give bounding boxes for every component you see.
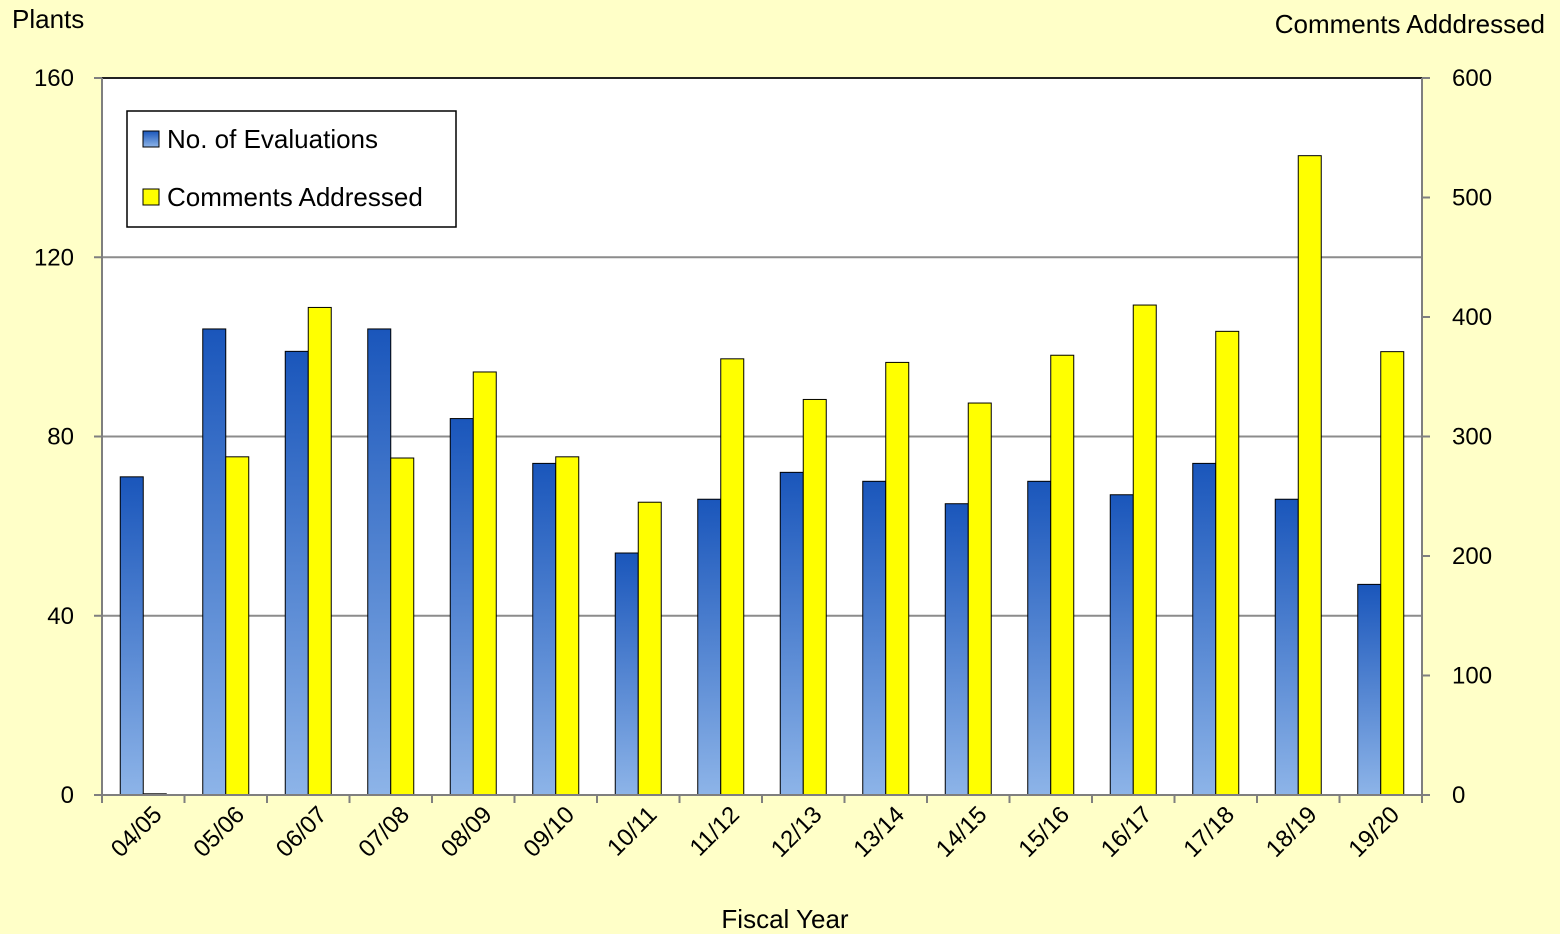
bar-comments-19-20 <box>1380 351 1405 796</box>
legend-label-comments: Comments Addressed <box>167 182 423 212</box>
bar-comments-12-13 <box>802 398 827 796</box>
bar-evaluations-19-20 <box>1357 583 1382 796</box>
bar-evaluations-18-19 <box>1274 498 1299 796</box>
bar-evaluations-12-13 <box>779 471 804 796</box>
x-tick-label: 09/10 <box>518 801 580 863</box>
bar-comments-15-16 <box>1050 354 1075 796</box>
bar-comments-05-06 <box>225 456 250 796</box>
bar-evaluations-14-15 <box>944 503 969 796</box>
x-tick-label: 14/15 <box>931 801 993 863</box>
right-tick-label: 500 <box>1452 185 1492 212</box>
left-tick-label: 40 <box>47 603 74 630</box>
bar-comments-13-14 <box>885 361 910 796</box>
bar-evaluations-05-06 <box>202 328 227 796</box>
bar-comments-18-19 <box>1297 155 1322 796</box>
bar-comments-17-18 <box>1215 330 1240 796</box>
x-tick-label: 19/20 <box>1343 801 1405 863</box>
x-tick-label: 06/07 <box>271 801 333 863</box>
bar-evaluations-08-09 <box>449 418 474 796</box>
x-axis-title: Fiscal Year <box>721 904 849 934</box>
bar-comments-09-10 <box>555 456 580 796</box>
bar-comments-10-11 <box>637 501 662 796</box>
x-tick-label: 07/08 <box>353 801 415 863</box>
left-tick-label: 80 <box>47 424 74 451</box>
bar-evaluations-16-17 <box>1109 494 1134 796</box>
right-tick-label: 300 <box>1452 424 1492 451</box>
bar-evaluations-06-07 <box>284 350 309 796</box>
x-tick-label: 13/14 <box>848 801 910 863</box>
x-tick-label: 04/05 <box>106 801 168 863</box>
x-tick-label: 17/18 <box>1178 801 1240 863</box>
x-tick-label: 05/06 <box>188 801 250 863</box>
legend-box <box>126 110 457 228</box>
right-tick-label: 200 <box>1452 543 1492 570</box>
left-tick-label: 160 <box>34 65 74 92</box>
x-tick-label: 12/13 <box>766 801 828 863</box>
bar-comments-11-12 <box>720 358 745 796</box>
right-tick-label: 100 <box>1452 663 1492 690</box>
x-tick-label: 18/19 <box>1261 801 1323 863</box>
legend-swatch-comments <box>142 188 160 206</box>
right-tick-label: 600 <box>1452 65 1492 92</box>
bar-comments-14-15 <box>967 402 992 796</box>
legend-label-evaluations: No. of Evaluations <box>167 124 378 154</box>
bar-evaluations-11-12 <box>697 498 722 796</box>
bar-evaluations-10-11 <box>614 552 639 796</box>
left-tick-label: 120 <box>34 244 74 271</box>
bar-evaluations-07-08 <box>367 328 392 796</box>
bar-evaluations-09-10 <box>532 462 557 796</box>
left-tick-label: 0 <box>61 782 74 809</box>
left-axis-title: Plants <box>12 4 84 34</box>
legend: No. of Evaluations Comments Addressed <box>126 110 457 228</box>
bar-evaluations-04-05 <box>119 476 144 796</box>
bar-evaluations-15-16 <box>1027 480 1052 796</box>
bar-comments-06-07 <box>307 306 332 796</box>
x-tick-label: 15/16 <box>1013 801 1075 863</box>
right-tick-label: 0 <box>1452 782 1465 809</box>
bar-comments-08-09 <box>472 371 497 796</box>
right-axis-title: Comments Adddressed <box>1275 9 1545 39</box>
x-tick-label: 10/11 <box>602 801 662 861</box>
bar-comments-07-08 <box>390 457 415 796</box>
legend-swatch-evaluations <box>142 130 160 148</box>
right-tick-label: 400 <box>1452 304 1492 331</box>
bars <box>119 155 1405 796</box>
bar-evaluations-13-14 <box>862 480 887 796</box>
bar-evaluations-17-18 <box>1192 462 1217 796</box>
x-tick-label: 11/12 <box>685 801 745 861</box>
x-tick-label: 16/17 <box>1096 801 1158 863</box>
bar-comments-16-17 <box>1132 304 1157 796</box>
x-tick-label: 08/09 <box>436 801 498 863</box>
